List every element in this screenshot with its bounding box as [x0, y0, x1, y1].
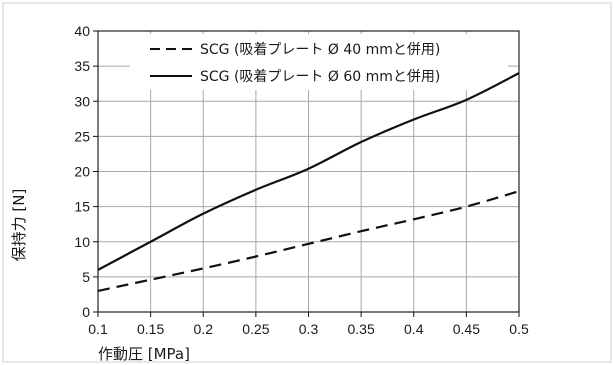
x-tick-label: 0.3 [299, 321, 319, 337]
y-tick-label: 25 [74, 128, 90, 144]
x-tick-label: 0.2 [194, 321, 214, 337]
plot-frame [97, 30, 520, 313]
y-tick-label: 20 [74, 164, 90, 180]
x-tick-labels: 0.1 0.15 0.2 0.25 0.3 0.35 0.4 0.45 0.5 [88, 321, 529, 337]
x-tick-label: 0.35 [348, 321, 375, 337]
y-tick-label: 0 [82, 304, 90, 320]
series-line-2 [97, 72, 520, 271]
legend: SCG (吸着プレート Ø 40 mmと併用) SCG (吸着プレート Ø 60… [130, 34, 508, 90]
legend-label-series-2: SCG (吸着プレート Ø 60 mmと併用) [200, 69, 440, 85]
y-axis-title: 保持力 [N] [10, 189, 28, 262]
axes [93, 30, 520, 317]
y-tick-label: 35 [74, 58, 90, 74]
series-line-1 [97, 190, 520, 293]
x-tick-label: 0.25 [242, 321, 269, 337]
y-tick-label: 40 [74, 23, 90, 39]
y-tick-label: 10 [74, 234, 90, 250]
y-tick-label: 30 [74, 93, 90, 109]
x-tick-label: 0.1 [88, 321, 108, 337]
x-tick-label: 0.45 [453, 321, 480, 337]
y-tick-label: 15 [74, 199, 90, 215]
y-tick-label: 5 [82, 269, 90, 285]
legend-background [130, 34, 508, 90]
series-lines [97, 72, 520, 293]
x-tick-label: 0.15 [137, 321, 164, 337]
x-tick-label: 0.4 [404, 321, 424, 337]
x-tick-label: 0.5 [509, 321, 529, 337]
legend-label-series-1: SCG (吸着プレート Ø 40 mmと併用) [200, 42, 440, 58]
x-axis-title: 作動圧 [MPa] [98, 345, 190, 363]
y-tick-labels: 0 5 10 15 20 25 30 35 40 [74, 23, 90, 320]
